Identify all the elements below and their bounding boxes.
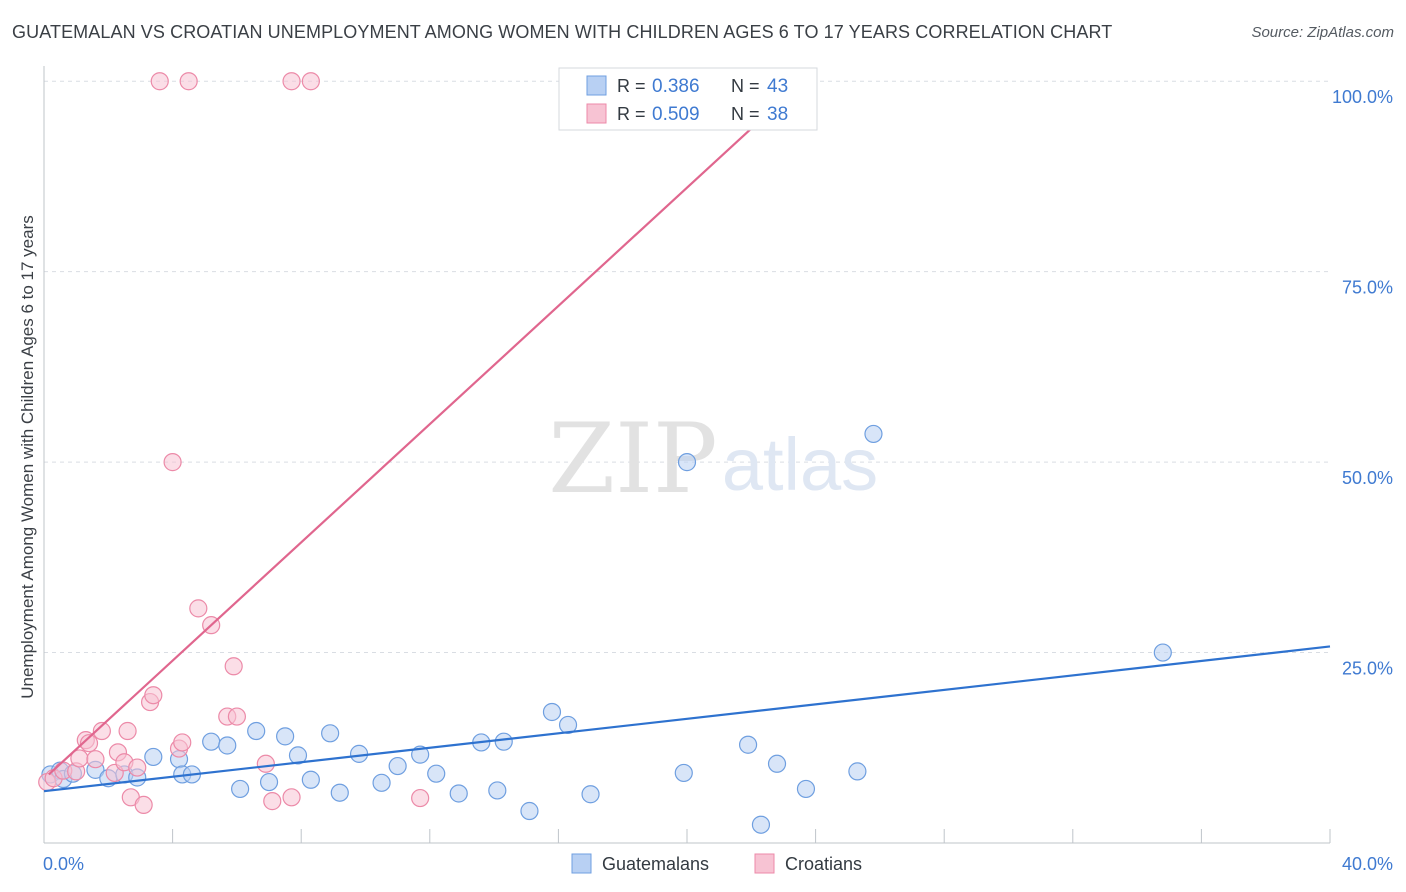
croatian-point	[128, 758, 147, 777]
guatemalan-point	[1153, 643, 1172, 662]
croatian-point	[227, 707, 246, 726]
croatian-point	[144, 686, 163, 705]
guatemalan-point	[558, 715, 578, 735]
croatian-point	[134, 795, 153, 815]
guatemalan-point	[581, 785, 600, 804]
croatian-point	[86, 750, 105, 769]
guatemalan-point	[494, 732, 513, 751]
croatian-point	[282, 788, 301, 807]
croatian-point	[189, 599, 208, 618]
guatemalan-point	[488, 781, 507, 800]
gridlines	[44, 80, 1330, 654]
y-tick-label: 75.0%	[1342, 278, 1393, 298]
source-label: Source: ZipAtlas.com	[1251, 24, 1394, 41]
legend-n-label: N =	[731, 76, 760, 96]
guatemalan-point	[677, 453, 697, 472]
y-tick-label: 100.0%	[1332, 87, 1393, 107]
croatian-point	[92, 721, 111, 741]
series-legend-swatch	[571, 853, 592, 874]
guatemalan-point	[231, 779, 250, 799]
series-legend-label: Guatemalans	[602, 854, 709, 874]
guatemalan-point	[848, 762, 867, 781]
guatemalan-point	[372, 773, 391, 792]
guatemalan-point	[738, 735, 758, 754]
guatemalan-point	[796, 779, 816, 799]
guatemalan-point	[202, 732, 221, 751]
guatemalan-point	[288, 746, 308, 765]
legend-n-label: N =	[731, 104, 760, 124]
tick-labels: 25.0% 50.0% 75.0% 100.0% 0.0% 40.0%	[43, 87, 1393, 874]
croatian-point	[411, 788, 430, 808]
guatemalan-point	[542, 702, 562, 722]
guatemalan-point	[674, 763, 693, 783]
croatian-point	[179, 72, 198, 91]
legend-r-value: 0.509	[652, 104, 700, 125]
croatian-point	[263, 792, 282, 811]
guatemalan-point	[388, 756, 407, 776]
guatemalan-trend-line	[43, 645, 1331, 793]
croatian-point	[173, 733, 192, 752]
guatemalan-point	[767, 754, 787, 773]
legend-swatch	[586, 103, 607, 124]
series-legend: Guatemalans Croatians	[571, 853, 862, 874]
croatian-point	[224, 657, 243, 676]
trend-lines	[43, 80, 1331, 793]
guatemalan-point	[864, 424, 883, 444]
croatian-trend-line	[48, 80, 804, 776]
y-tick-label: 50.0%	[1342, 468, 1393, 488]
watermark: ZIP atlas	[548, 403, 878, 515]
legend-r-value: 0.386	[652, 76, 700, 97]
y-tick-label: 25.0%	[1342, 659, 1393, 679]
series-legend-label: Croatians	[785, 854, 862, 874]
guatemalan-point	[218, 736, 237, 755]
legend-n-value: 38	[767, 104, 788, 125]
croatian-point	[282, 72, 301, 91]
guatemalan-point	[330, 783, 349, 802]
guatemalan-point	[321, 724, 340, 743]
guatemalan-point	[520, 801, 539, 821]
guatemalan-point	[449, 784, 468, 803]
axes	[43, 66, 1331, 844]
legend-r-label: R =	[617, 104, 646, 124]
legend-n-value: 43	[767, 76, 788, 97]
guatemalan-point	[751, 815, 771, 834]
data-points	[38, 72, 1172, 834]
guatemalan-point	[349, 744, 369, 763]
x-tick-label: 40.0%	[1342, 854, 1393, 874]
croatian-point	[163, 453, 182, 472]
guatemalan-point	[247, 721, 266, 741]
croatian-point	[118, 721, 137, 741]
croatian-point	[79, 734, 99, 753]
series-legend-swatch	[754, 853, 775, 874]
watermark-atlas: atlas	[722, 423, 878, 506]
legend-swatch	[586, 75, 607, 96]
guatemalan-point	[276, 727, 295, 746]
x-tick-label: 0.0%	[43, 854, 84, 874]
stats-legend: R = 0.386 N = 43 R = 0.509 N = 38	[558, 67, 818, 131]
croatian-point	[256, 754, 275, 773]
croatian-point	[301, 72, 320, 91]
legend-r-label: R =	[617, 76, 646, 96]
guatemalan-point	[301, 770, 320, 789]
guatemalan-point	[144, 747, 163, 767]
guatemalan-point	[259, 772, 279, 792]
croatian-point	[150, 72, 169, 91]
guatemalan-point	[427, 764, 446, 783]
chart-title: GUATEMALAN VS CROATIAN UNEMPLOYMENT AMON…	[12, 22, 1113, 42]
